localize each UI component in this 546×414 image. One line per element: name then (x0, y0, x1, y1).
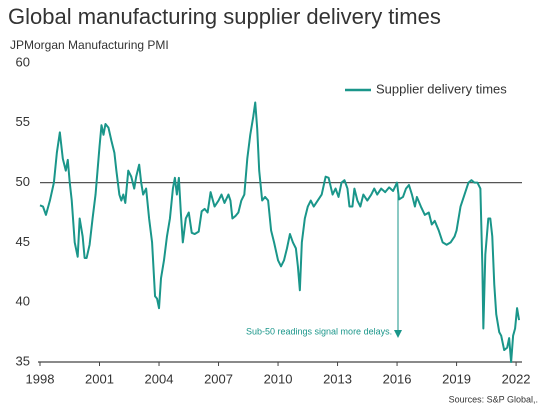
x-tick-label: 2010 (264, 371, 293, 386)
subtitle: JPMorgan Manufacturing PMI (10, 38, 169, 52)
y-tick-label: 55 (16, 114, 30, 129)
y-tick-label: 35 (16, 353, 30, 368)
x-tick-label: 2007 (204, 371, 233, 386)
y-tick-label: 60 (16, 54, 30, 69)
y-tick-label: 40 (16, 294, 30, 309)
legend-label: Supplier delivery times (376, 81, 507, 96)
x-tick-label: 2004 (145, 371, 174, 386)
x-tick-label: 2016 (383, 371, 412, 386)
chart-title: Global manufacturing supplier delivery t… (8, 4, 441, 29)
y-tick-label: 45 (16, 234, 30, 249)
series-line (39, 101, 521, 363)
source: Sources: S&P Global,. (449, 394, 538, 404)
annotation: Sub-50 readings signal more delays. (246, 326, 392, 336)
x-tick-label: 2013 (323, 371, 352, 386)
annotation-arrow-head (394, 330, 402, 338)
x-tick-label: 2019 (442, 371, 471, 386)
y-tick-label: 50 (16, 174, 30, 189)
x-tick-label: 1998 (26, 371, 55, 386)
x-tick-label: 2022 (502, 371, 531, 386)
x-tick-label: 2001 (85, 371, 114, 386)
